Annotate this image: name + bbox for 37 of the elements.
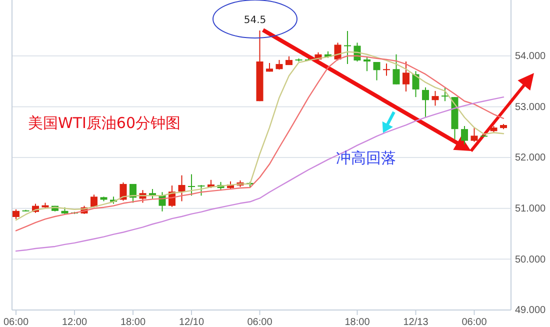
x-tick-label: 12/10 xyxy=(178,317,204,327)
x-tick-label: 18:00 xyxy=(120,317,146,327)
candlestick xyxy=(178,174,186,202)
candlestick xyxy=(373,62,380,81)
x-tick-label: 18:00 xyxy=(344,317,370,327)
candlestick xyxy=(198,184,205,196)
annotation: 冲高回落 xyxy=(336,149,396,167)
candlestick xyxy=(276,59,283,70)
candlestick xyxy=(412,70,420,98)
y-tick-label: 52.000 xyxy=(515,152,546,164)
candlestick xyxy=(90,194,98,208)
y-tick-label: 51.000 xyxy=(515,204,546,215)
y-tick-label: 49.000 xyxy=(515,305,546,316)
candlestick xyxy=(344,30,351,65)
candlestick xyxy=(432,90,439,106)
candlestick xyxy=(461,126,468,145)
candlestick xyxy=(422,86,429,118)
text: 美国WTI原油60分钟图 xyxy=(28,114,181,132)
candlestick xyxy=(442,86,448,102)
candlestick xyxy=(364,56,370,72)
candlestick xyxy=(120,182,127,202)
candlestick xyxy=(12,208,20,220)
y-tick-label: 54.000 xyxy=(515,51,546,62)
x-tick-label: 06:00 xyxy=(247,317,273,327)
x-tick-label: 06:00 xyxy=(3,317,29,327)
candlestick xyxy=(383,63,390,76)
line-series xyxy=(15,96,504,252)
x-tick-label: 12/13 xyxy=(403,317,429,327)
y-tick-label: 53.000 xyxy=(515,102,546,113)
candlestick xyxy=(188,174,195,196)
candlestick xyxy=(470,128,478,142)
annotation: 54.5 xyxy=(244,15,266,26)
x-tick-label: 12:00 xyxy=(62,317,88,327)
x-tick-label: 06:00 xyxy=(462,317,488,327)
candlestick xyxy=(402,60,410,92)
candlestick xyxy=(392,54,400,85)
y-tick-label: 50.000 xyxy=(515,254,546,266)
